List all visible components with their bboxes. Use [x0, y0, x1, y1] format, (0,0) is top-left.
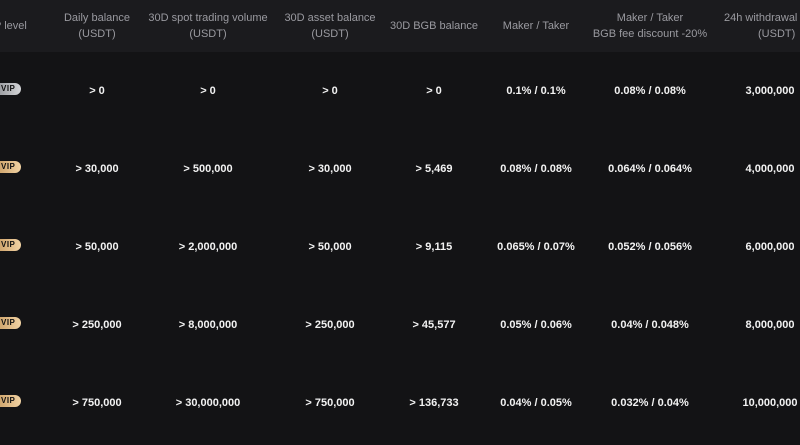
spot-volume-cell: > 2,000,000	[178, 241, 238, 253]
daily-balance-cell: > 50,000	[75, 241, 119, 253]
vip-badge: VIP	[0, 317, 21, 329]
header-unit: (USDT)	[78, 28, 116, 40]
maker-taker-discount-cell: 0.08% / 0.08%	[614, 85, 686, 97]
header-unit: (USDT)	[758, 28, 796, 40]
daily-balance-cell: > 0	[89, 85, 105, 97]
maker-taker-cell: 0.065% / 0.07%	[497, 241, 575, 253]
daily-balance-cell: > 750,000	[72, 397, 122, 409]
header-daily-balance: Daily balance (USDT)	[57, 0, 137, 52]
maker-taker-cell: 0.1% / 0.1%	[506, 85, 566, 97]
asset-balance-cell: > 50,000	[308, 241, 352, 253]
header-maker-taker-discount: Maker / Taker BGB fee discount -20%	[590, 0, 710, 52]
asset-balance-cell: > 30,000	[308, 163, 352, 175]
header-subtitle: BGB fee discount -20%	[592, 28, 708, 40]
bgb-balance-cell: > 0	[426, 85, 442, 97]
table-row: VIP > 30,000 > 500,000 > 30,000 > 5,469 …	[0, 130, 800, 208]
spot-volume-cell: > 30,000,000	[175, 397, 241, 409]
header-label: 24h withdrawal li	[724, 12, 800, 24]
table-row: VIP > 0 > 0 > 0 > 0 0.1% / 0.1% 0.08% / …	[0, 52, 800, 130]
header-label: 30D spot trading volume	[148, 12, 268, 24]
header-spot-volume: 30D spot trading volume (USDT)	[143, 0, 273, 52]
maker-taker-discount-cell: 0.064% / 0.064%	[608, 163, 692, 175]
withdrawal-limit-cell: 10,000,000	[742, 397, 798, 409]
table-header-row: P level Daily balance (USDT) 30D spot tr…	[0, 0, 800, 52]
header-label: Daily balance	[63, 12, 131, 24]
withdrawal-limit-cell: 3,000,000	[745, 85, 795, 97]
header-label: 30D asset balance	[284, 12, 376, 24]
header-label: Maker / Taker	[502, 20, 570, 32]
withdrawal-limit-cell: 6,000,000	[745, 241, 795, 253]
vip-badge: VIP	[0, 395, 21, 407]
daily-balance-cell: > 250,000	[72, 319, 122, 331]
header-unit: (USDT)	[311, 28, 349, 40]
maker-taker-cell: 0.05% / 0.06%	[500, 319, 572, 331]
withdrawal-limit-cell: 4,000,000	[745, 163, 795, 175]
spot-volume-cell: > 500,000	[183, 163, 233, 175]
header-maker-taker: Maker / Taker	[496, 0, 576, 52]
table-row: VIP > 250,000 > 8,000,000 > 250,000 > 45…	[0, 286, 800, 364]
asset-balance-cell: > 250,000	[305, 319, 355, 331]
header-bgb-balance: 30D BGB balance	[387, 0, 481, 52]
withdrawal-limit-cell: 8,000,000	[745, 319, 795, 331]
table-row: VIP > 50,000 > 2,000,000 > 50,000 > 9,11…	[0, 208, 800, 286]
vip-badge: VIP	[0, 161, 21, 173]
header-label: P level	[0, 20, 27, 32]
header-withdrawal-limit: 24h withdrawal li (USDT)	[724, 0, 800, 52]
asset-balance-cell: > 0	[322, 85, 338, 97]
daily-balance-cell: > 30,000	[75, 163, 119, 175]
table-row: VIP > 750,000 > 30,000,000 > 750,000 > 1…	[0, 364, 800, 442]
bgb-balance-cell: > 136,733	[409, 397, 459, 409]
vip-badge: VIP	[0, 83, 21, 95]
maker-taker-discount-cell: 0.032% / 0.04%	[611, 397, 689, 409]
maker-taker-cell: 0.08% / 0.08%	[500, 163, 572, 175]
asset-balance-cell: > 750,000	[305, 397, 355, 409]
maker-taker-discount-cell: 0.052% / 0.056%	[608, 241, 692, 253]
vip-badge: VIP	[0, 239, 21, 251]
header-unit: (USDT)	[189, 28, 227, 40]
spot-volume-cell: > 8,000,000	[178, 319, 238, 331]
table-body: VIP > 0 > 0 > 0 > 0 0.1% / 0.1% 0.08% / …	[0, 52, 800, 445]
maker-taker-cell: 0.04% / 0.05%	[500, 397, 572, 409]
header-asset-balance: 30D asset balance (USDT)	[279, 0, 381, 52]
header-label: 30D BGB balance	[389, 20, 479, 32]
bgb-balance-cell: > 5,469	[415, 163, 453, 175]
bgb-balance-cell: > 45,577	[412, 319, 456, 331]
bgb-balance-cell: > 9,115	[415, 241, 453, 253]
spot-volume-cell: > 0	[200, 85, 216, 97]
header-vip-level: P level	[0, 0, 34, 52]
header-label: Maker / Taker	[616, 12, 684, 24]
maker-taker-discount-cell: 0.04% / 0.048%	[611, 319, 689, 331]
